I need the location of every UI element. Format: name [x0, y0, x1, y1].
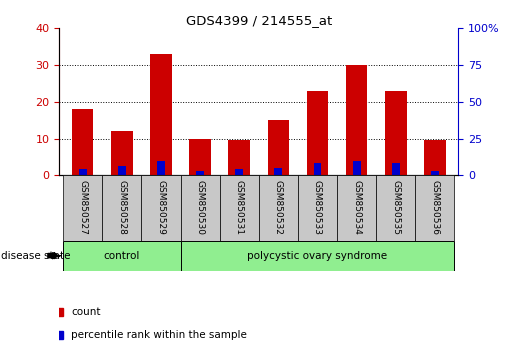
Bar [181, 175, 220, 241]
Bar [118, 166, 126, 175]
Bar [268, 120, 289, 175]
Text: GSM850534: GSM850534 [352, 181, 361, 235]
Bar [314, 164, 321, 175]
Bar [102, 175, 142, 241]
Bar [415, 175, 454, 241]
Bar [307, 91, 328, 175]
Text: GSM850532: GSM850532 [274, 181, 283, 235]
Bar [229, 140, 250, 175]
Text: GSM850535: GSM850535 [391, 181, 400, 235]
Bar [63, 175, 102, 241]
Text: GSM850536: GSM850536 [431, 181, 439, 235]
Title: GDS4399 / 214555_at: GDS4399 / 214555_at [186, 14, 332, 27]
Bar [142, 175, 181, 241]
Bar [190, 138, 211, 175]
Bar [111, 131, 132, 175]
Text: GSM850527: GSM850527 [78, 181, 87, 235]
Bar [431, 171, 439, 175]
Bar [337, 175, 376, 241]
Bar [235, 169, 243, 175]
Bar [150, 54, 171, 175]
Bar [274, 168, 282, 175]
Bar [63, 241, 181, 271]
Bar [157, 161, 165, 175]
Bar [376, 175, 415, 241]
Bar [79, 169, 87, 175]
Bar [196, 171, 204, 175]
Bar [353, 161, 360, 175]
Text: disease state: disease state [1, 251, 71, 261]
Text: GSM850529: GSM850529 [157, 181, 165, 235]
Text: GSM850530: GSM850530 [196, 181, 204, 235]
Text: control: control [104, 251, 140, 261]
Text: count: count [71, 307, 101, 318]
Bar [392, 164, 400, 175]
Bar [259, 175, 298, 241]
Text: GSM850533: GSM850533 [313, 181, 322, 235]
Text: GSM850531: GSM850531 [235, 181, 244, 235]
Text: percentile rank within the sample: percentile rank within the sample [71, 330, 247, 341]
Text: GSM850528: GSM850528 [117, 181, 126, 235]
Bar [346, 65, 367, 175]
Text: polycystic ovary syndrome: polycystic ovary syndrome [247, 251, 388, 261]
Bar [385, 91, 406, 175]
Bar [220, 175, 259, 241]
Bar [298, 175, 337, 241]
Bar [181, 241, 454, 271]
Bar [424, 140, 445, 175]
Bar [72, 109, 93, 175]
